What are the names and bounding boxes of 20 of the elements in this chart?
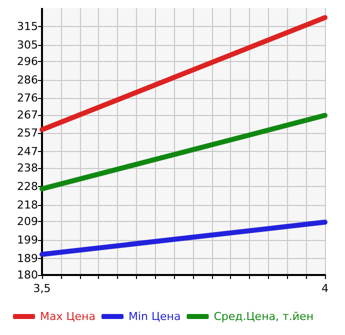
- y-tick-label: 199: [17, 234, 38, 247]
- y-tick-label: 257: [17, 126, 38, 140]
- y-tick-label: 218: [17, 198, 38, 212]
- legend-label: Min Цена: [128, 310, 181, 323]
- y-tick-label: 180: [17, 268, 38, 282]
- y-tick-label: 267: [17, 108, 38, 122]
- y-tick-label: 247: [17, 145, 38, 158]
- legend-label: Сред.Цена, т.йен: [214, 310, 314, 323]
- y-tick-label: 276: [17, 92, 38, 105]
- y-tick-label: 209: [17, 215, 38, 228]
- y-tick-label: 315: [17, 20, 38, 33]
- y-tick-label: 189: [17, 252, 38, 265]
- y-tick-label: 238: [17, 162, 38, 175]
- y-tick-label: 228: [17, 180, 38, 194]
- y-tick-label: 296: [17, 54, 38, 68]
- x-tick-label: 3,5: [33, 282, 51, 295]
- legend-label: Max Цена: [40, 310, 96, 323]
- y-tick-label: 305: [17, 38, 38, 52]
- x-tick-label: 4: [322, 282, 328, 295]
- y-tick-label: 286: [17, 73, 38, 86]
